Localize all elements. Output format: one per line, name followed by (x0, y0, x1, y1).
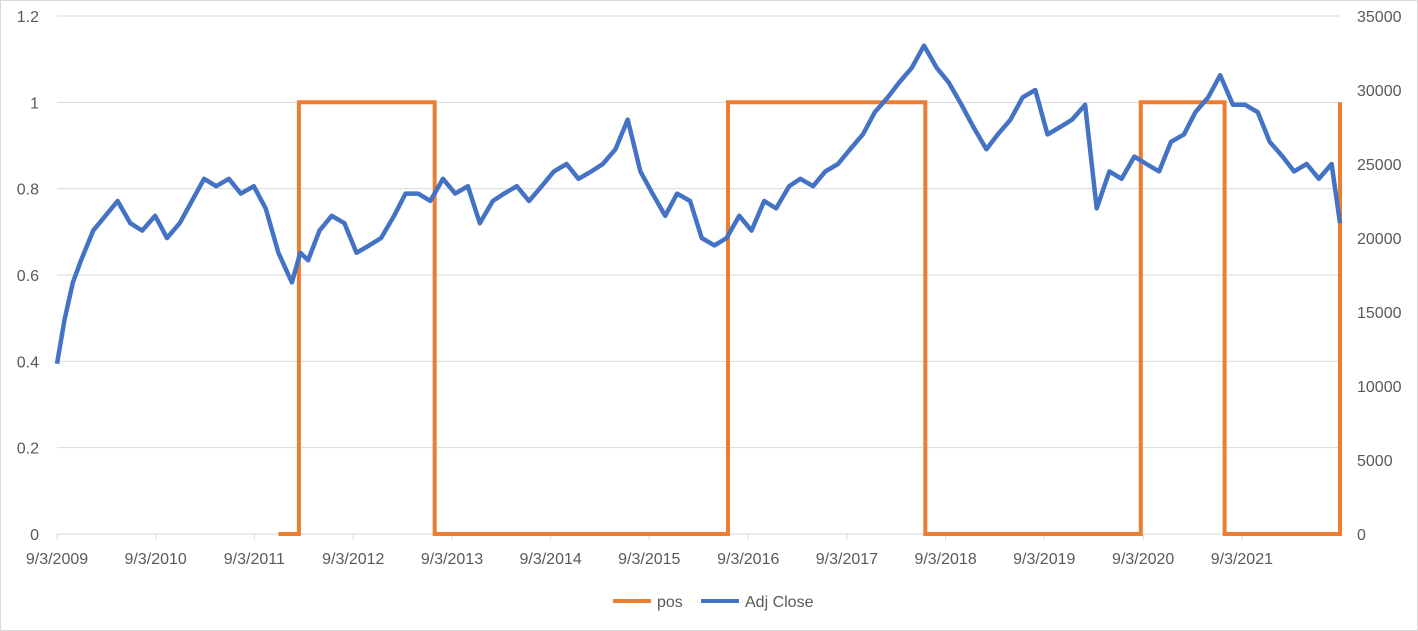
y-right-tick-label: 0 (1357, 527, 1366, 544)
y-right-tick-label: 20000 (1357, 231, 1402, 248)
x-tick-label: 9/3/2021 (1211, 551, 1273, 568)
y-left-tick-label: 0 (30, 527, 39, 544)
y-left-tick-label: 0.8 (17, 182, 39, 199)
y-left-tick-label: 1.2 (17, 9, 39, 26)
x-tick-label: 9/3/2012 (322, 551, 384, 568)
legend-label: pos (657, 594, 683, 611)
x-tick-label: 9/3/2019 (1013, 551, 1075, 568)
y-left-tick-label: 0.2 (17, 441, 39, 458)
y-left-tick-label: 0.4 (17, 354, 39, 371)
x-tick-label: 9/3/2011 (224, 551, 285, 568)
y-left-tick-label: 0.6 (17, 268, 39, 285)
x-tick-label: 9/3/2018 (914, 551, 976, 568)
y-right-tick-label: 15000 (1357, 305, 1402, 322)
y-right-tick-label: 25000 (1357, 157, 1402, 174)
y-right-tick-label: 35000 (1357, 9, 1402, 26)
x-tick-label: 9/3/2013 (421, 551, 483, 568)
y-right-tick-label: 10000 (1357, 379, 1402, 396)
series-line-adj-close (54, 43, 1343, 365)
y-right-tick-label: 5000 (1357, 453, 1393, 470)
x-tick-label: 9/3/2015 (618, 551, 680, 568)
legend-label: Adj Close (745, 594, 814, 611)
x-tick-label: 9/3/2020 (1112, 551, 1174, 568)
x-tick-label: 9/3/2017 (816, 551, 878, 568)
legend: pos Adj Close (613, 594, 814, 611)
y-left-tick-label: 1 (30, 95, 39, 112)
x-tick-label: 9/3/2010 (125, 551, 187, 568)
x-tick-label: 9/3/2016 (717, 551, 779, 568)
x-tick-label: 9/3/2009 (26, 551, 88, 568)
x-tick-label: 9/3/2014 (519, 551, 581, 568)
series-line-pos (278, 100, 1342, 536)
y-right-tick-label: 30000 (1357, 83, 1402, 100)
